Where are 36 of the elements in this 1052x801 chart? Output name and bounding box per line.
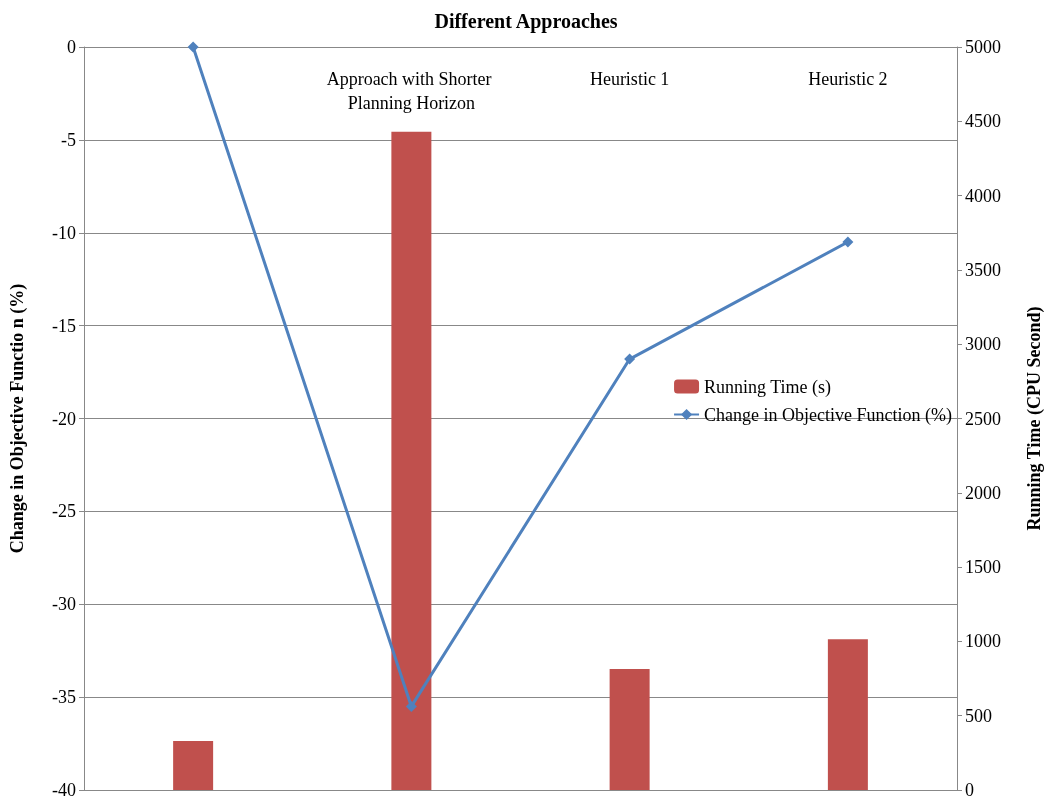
- y-tick-label: -35: [52, 687, 76, 708]
- y2-tick-label: 5000: [965, 37, 1001, 57]
- y-tick-label: -20: [52, 408, 76, 429]
- point: [187, 41, 199, 53]
- y2-tick-label: 4500: [965, 111, 1001, 132]
- point: [405, 700, 417, 712]
- bar: [609, 668, 650, 790]
- y-axis-title: Change in Objective Functio n (%): [7, 283, 28, 554]
- y2-tick-label: 2000: [965, 482, 1001, 503]
- x-tick-label: Heuristic 2: [808, 69, 888, 89]
- y-tick-label: -25: [52, 501, 76, 522]
- y2-tick-label: 1500: [965, 557, 1001, 578]
- y-tick-label: -5: [61, 129, 76, 150]
- bar: [827, 639, 868, 790]
- y-tick-label: -10: [52, 222, 76, 243]
- y2-axis-title: Running Time (CPU Second): [1024, 306, 1045, 531]
- y-tick-label: -40: [52, 780, 76, 800]
- y2-tick-label: 0: [965, 780, 974, 800]
- y2-tick-label: 4000: [965, 185, 1001, 206]
- y2-tick-label: 3000: [965, 334, 1001, 355]
- point: [624, 353, 636, 365]
- y2-tick-label: 1000: [965, 631, 1001, 652]
- x-tick-label: Approach with Shorter Planning Horizon: [326, 69, 497, 113]
- legend-label: Change in Objective Function (%): [704, 404, 953, 426]
- y-tick-label: -15: [52, 315, 76, 336]
- y-tick-label: 0: [67, 37, 76, 57]
- y2-tick-label: 3500: [965, 259, 1001, 280]
- y2-tick-label: 2500: [965, 408, 1001, 429]
- y-tick-label: -30: [52, 594, 76, 615]
- chart-title: Different Approaches: [434, 10, 618, 33]
- bar: [391, 131, 432, 790]
- y2-tick-label: 500: [965, 705, 992, 726]
- x-tick-label: Heuristic 1: [589, 69, 670, 89]
- point: [842, 236, 854, 248]
- legend-label: Running Time (s): [704, 376, 832, 398]
- bar: [173, 740, 214, 790]
